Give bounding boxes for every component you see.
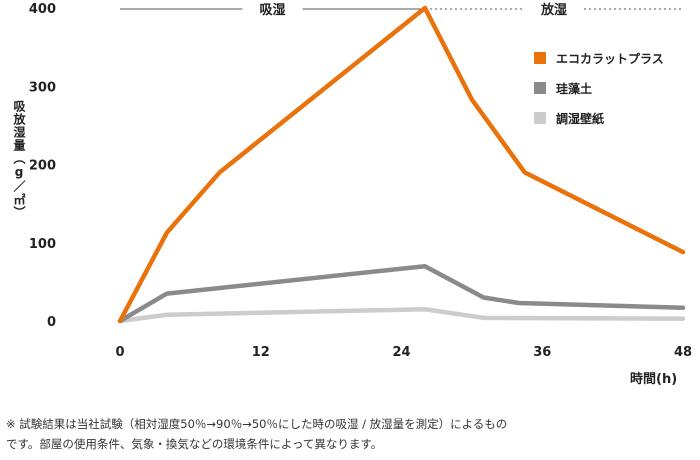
legend-label: 調湿壁紙 [556, 111, 604, 126]
phase-label: 放湿 [540, 2, 567, 18]
legend-swatch [534, 52, 546, 64]
y-axis-label: 吸放湿量（g／㎡） [12, 100, 26, 219]
footnote-line-1: ※ 試験結果は当社試験（相対湿度50％→90％→50％にした時の吸湿 / 放湿量… [6, 417, 508, 431]
legend-swatch [534, 112, 546, 124]
x-tick-label: 24 [392, 345, 410, 360]
y-tick-label: 100 [29, 237, 56, 252]
series-line [117, 307, 686, 324]
phase-bracket-layer: 吸湿 放湿 [120, 2, 683, 18]
series-layer [117, 5, 686, 324]
footnote: ※ 試験結果は当社試験（相対湿度50％→90％→50％にした時の吸湿 / 放湿量… [6, 414, 696, 454]
y-tick-label: 400 [29, 2, 56, 17]
x-axis-label: 時間(h) [630, 372, 678, 387]
phase-label: 吸湿 [259, 3, 285, 18]
series-line [117, 5, 686, 324]
axis-layer: 0 100 200 300 400 0 12 24 36 48 [29, 2, 692, 360]
legend-label: 珪藻土 [556, 81, 592, 96]
y-tick-label: 300 [29, 80, 56, 95]
x-tick-label: 36 [533, 345, 551, 360]
x-tick-label: 12 [252, 345, 270, 360]
series-line [117, 263, 686, 324]
line-chart: 吸湿 放湿 0 100 200 300 400 0 12 24 36 48 エコカラットプラス珪藻土… [29, 2, 692, 360]
y-tick-label: 0 [47, 315, 56, 330]
legend-swatch [534, 82, 546, 94]
x-tick-label: 0 [115, 345, 124, 360]
footnote-line-2: です。部屋の使用条件、気象・換気などの環境条件によって異なります。 [6, 437, 383, 451]
x-tick-label: 48 [674, 345, 692, 360]
y-tick-label: 200 [29, 159, 56, 174]
legend-label: エコカラットプラス [556, 51, 664, 66]
